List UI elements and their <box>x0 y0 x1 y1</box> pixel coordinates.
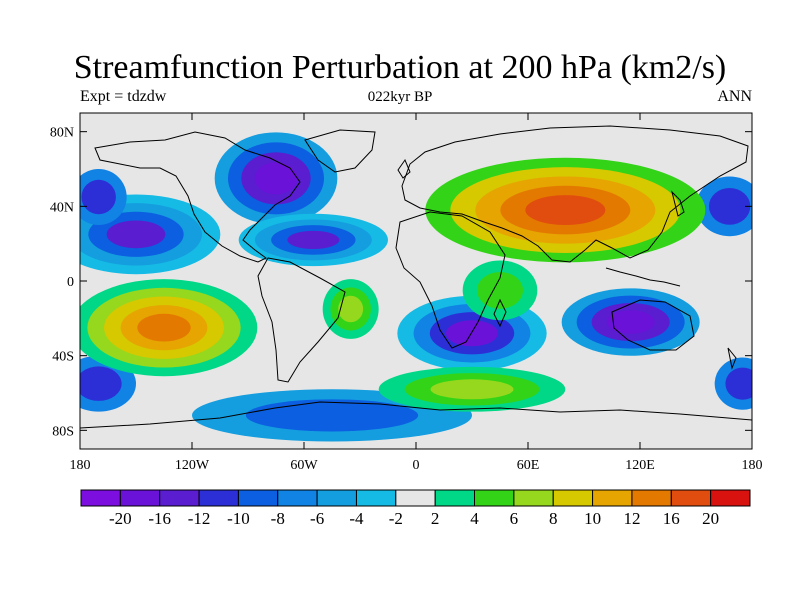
colorbar-label: -10 <box>227 509 250 528</box>
plot-title: Streamfunction Perturbation at 200 hPa (… <box>73 49 727 86</box>
antarctic-low-level-1 <box>245 399 419 432</box>
x-tick-label: 60W <box>290 458 318 473</box>
south-pacific-low-level-1 <box>80 366 122 401</box>
asia-high-level-4 <box>525 195 606 225</box>
colorbar-box <box>277 489 318 507</box>
x-tick-label: 180 <box>70 458 91 473</box>
colorbar-box <box>592 489 633 507</box>
coast-australia <box>611 299 695 351</box>
north-pacific-low <box>80 169 127 225</box>
colorbar-label: -4 <box>349 509 364 528</box>
far-south-pacific-low <box>714 357 752 410</box>
x-tick-label: 180 <box>742 458 763 473</box>
coast-south-america <box>257 257 346 383</box>
y-tick-label: 0 <box>67 275 74 290</box>
asia-high <box>425 157 706 263</box>
south-africa-low <box>397 295 547 371</box>
colorbar-box <box>355 489 397 507</box>
australia-low-level-4 <box>606 310 655 334</box>
south-africa-low-level-3 <box>446 320 498 347</box>
colorbar-box <box>395 489 436 507</box>
y-tick-label: 80N <box>50 126 74 141</box>
south-pacific-high <box>80 279 258 377</box>
subtropical-atlantic-low-level-3 <box>287 230 340 250</box>
coast-japan <box>671 190 685 217</box>
colorbar-label: 4 <box>470 509 479 528</box>
colorbar-box <box>237 489 279 507</box>
colorbar-label: 12 <box>623 509 640 528</box>
colorbar-label: -16 <box>148 509 171 528</box>
y-tick-label: 80S <box>52 424 74 439</box>
south-america-high-level-2 <box>338 295 364 323</box>
y-tick-label: 40S <box>52 350 74 365</box>
x-tick-label: 120E <box>625 458 655 473</box>
coast-north-america <box>94 131 301 263</box>
far-east-low <box>696 176 752 237</box>
colorbar-box <box>434 489 476 507</box>
coast-antarctica <box>80 401 752 429</box>
colorbar-label: 2 <box>431 509 440 528</box>
southern-ocean-high <box>378 366 566 412</box>
colorbar-box <box>316 489 357 507</box>
coast-uk <box>397 158 411 179</box>
colorbar-label: 8 <box>549 509 558 528</box>
colorbar-box <box>513 489 554 507</box>
subtropical-atlantic-low <box>238 213 388 267</box>
colorbar-label: -8 <box>271 509 285 528</box>
contour-layer <box>80 122 752 442</box>
colorbar-box <box>198 489 239 507</box>
time-label: 022kyr BP <box>367 89 433 105</box>
x-tick-label: 0 <box>413 458 420 473</box>
north-pacific-low-level-1 <box>81 179 116 215</box>
colorbar-box <box>670 489 712 507</box>
south-pacific-high-level-4 <box>137 313 191 342</box>
x-tick-label: 120W <box>175 458 210 473</box>
south-america-high <box>322 279 379 339</box>
colorbar-box <box>159 489 200 507</box>
colorbar-box <box>710 489 751 507</box>
coast-madagascar <box>493 298 507 328</box>
colorbar-box <box>119 489 161 507</box>
colorbar-label: -20 <box>109 509 132 528</box>
colorbar-label: -6 <box>310 509 324 528</box>
colorbar-box <box>631 489 672 507</box>
colorbar-label: 6 <box>510 509 519 528</box>
coast-indonesia <box>605 267 681 287</box>
colorbar-box <box>80 489 121 507</box>
x-tick-label: 60E <box>517 458 540 473</box>
y-tick-label: 40N <box>50 200 74 215</box>
colorbar-label: -12 <box>188 509 211 528</box>
colorbar-label: -2 <box>389 509 403 528</box>
axis-ticks: 80N 40N 0 40S 80S 180 120W 60W 0 60E 120E 180 <box>50 113 763 473</box>
far-south-pacific-low-level-1 <box>725 367 752 400</box>
coast-new-zealand <box>727 347 737 370</box>
colorbar-label: 10 <box>584 509 601 528</box>
australia-low <box>546 281 715 364</box>
coastlines <box>80 125 752 429</box>
north-america-low-level-4 <box>254 162 298 195</box>
colorbar-label: 16 <box>663 509 680 528</box>
north-atlantic-low-level-4 <box>106 220 166 249</box>
colorbar: -20 -16 -12 -10 -8 -6 -4 -2 2 4 6 8 10 12 16 20 <box>80 489 751 528</box>
coast-greenland <box>304 129 376 173</box>
colorbar-label: 20 <box>702 509 719 528</box>
experiment-label: Expt = tdzdw <box>80 88 167 105</box>
season-label: ANN <box>717 88 752 105</box>
coast-eurasia <box>401 125 749 263</box>
colorbar-box <box>552 489 594 507</box>
southern-ocean-high-level-2 <box>430 379 514 400</box>
far-east-low-level-1 <box>708 187 751 225</box>
coast-africa <box>395 211 506 349</box>
colorbar-box <box>474 489 515 507</box>
east-africa-high <box>462 260 538 321</box>
